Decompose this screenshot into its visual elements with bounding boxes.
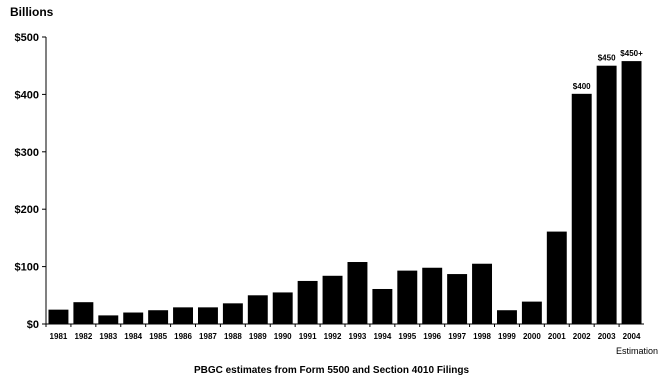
bar-1997: [447, 274, 468, 324]
bar-1989: [247, 295, 268, 324]
data-label-2004: $450+: [620, 49, 643, 58]
x-tick-label: 1984: [124, 332, 142, 341]
x-tick-label: 1994: [373, 332, 391, 341]
x-tick-label: 1986: [174, 332, 192, 341]
x-tick-label: 2001: [548, 332, 566, 341]
bar-2000: [521, 301, 542, 324]
bar-2003: [596, 65, 617, 324]
y-axis-title: Billions: [10, 5, 54, 19]
bar-1990: [272, 292, 293, 324]
bar-1994: [372, 288, 393, 324]
x-tick-label: 1981: [50, 332, 68, 341]
x-tick-label: 1998: [473, 332, 491, 341]
y-tick-label: $500: [15, 32, 39, 44]
x-tick-label: 1982: [74, 332, 92, 341]
bar-1992: [322, 275, 343, 324]
y-tick-label: $200: [15, 204, 39, 216]
bar-1984: [123, 312, 144, 324]
bar-1981: [48, 309, 69, 324]
x-tick-label: 2004: [623, 332, 641, 341]
bar-1983: [98, 315, 119, 324]
y-tick-label: $100: [15, 262, 39, 274]
bar-1993: [347, 262, 368, 324]
x-tick-label: 1987: [199, 332, 217, 341]
bar-1986: [173, 307, 194, 324]
x-tick-label: 1991: [299, 332, 317, 341]
x-tick-label: 1988: [224, 332, 242, 341]
x-tick-label: 1985: [149, 332, 167, 341]
x-tick-label: 1995: [398, 332, 416, 341]
bar-1988: [222, 303, 243, 324]
bar-2001: [546, 231, 567, 324]
x-note-estimation: Estimation: [616, 346, 658, 356]
x-tick-label: 2000: [523, 332, 541, 341]
x-tick-label: 2002: [573, 332, 591, 341]
x-tick-label: 1989: [249, 332, 267, 341]
bar-1995: [397, 270, 418, 324]
x-tick-label: 1999: [498, 332, 516, 341]
bar-1998: [472, 263, 493, 324]
bar-2002: [571, 93, 592, 325]
data-label-2003: $450: [598, 54, 616, 63]
bar-2004: [621, 61, 642, 324]
y-tick-label: $0: [27, 319, 39, 331]
x-tick-label: 1996: [423, 332, 441, 341]
bar-1987: [197, 307, 218, 324]
y-tick-label: $300: [15, 147, 39, 159]
bar-1999: [496, 310, 517, 324]
x-tick-label: 1992: [324, 332, 342, 341]
data-label-2002: $400: [573, 82, 591, 91]
x-tick-label: 1990: [274, 332, 292, 341]
x-tick-label: 1983: [99, 332, 117, 341]
x-tick-label: 1993: [349, 332, 367, 341]
x-tick-label: 2003: [598, 332, 616, 341]
bar-1996: [422, 267, 443, 324]
y-tick-label: $400: [15, 89, 39, 101]
bar-1982: [73, 302, 94, 324]
bar-1985: [148, 310, 169, 324]
bar-1991: [297, 280, 318, 324]
x-tick-label: 1997: [448, 332, 466, 341]
chart-caption: PBGC estimates from Form 5500 and Sectio…: [193, 365, 470, 376]
